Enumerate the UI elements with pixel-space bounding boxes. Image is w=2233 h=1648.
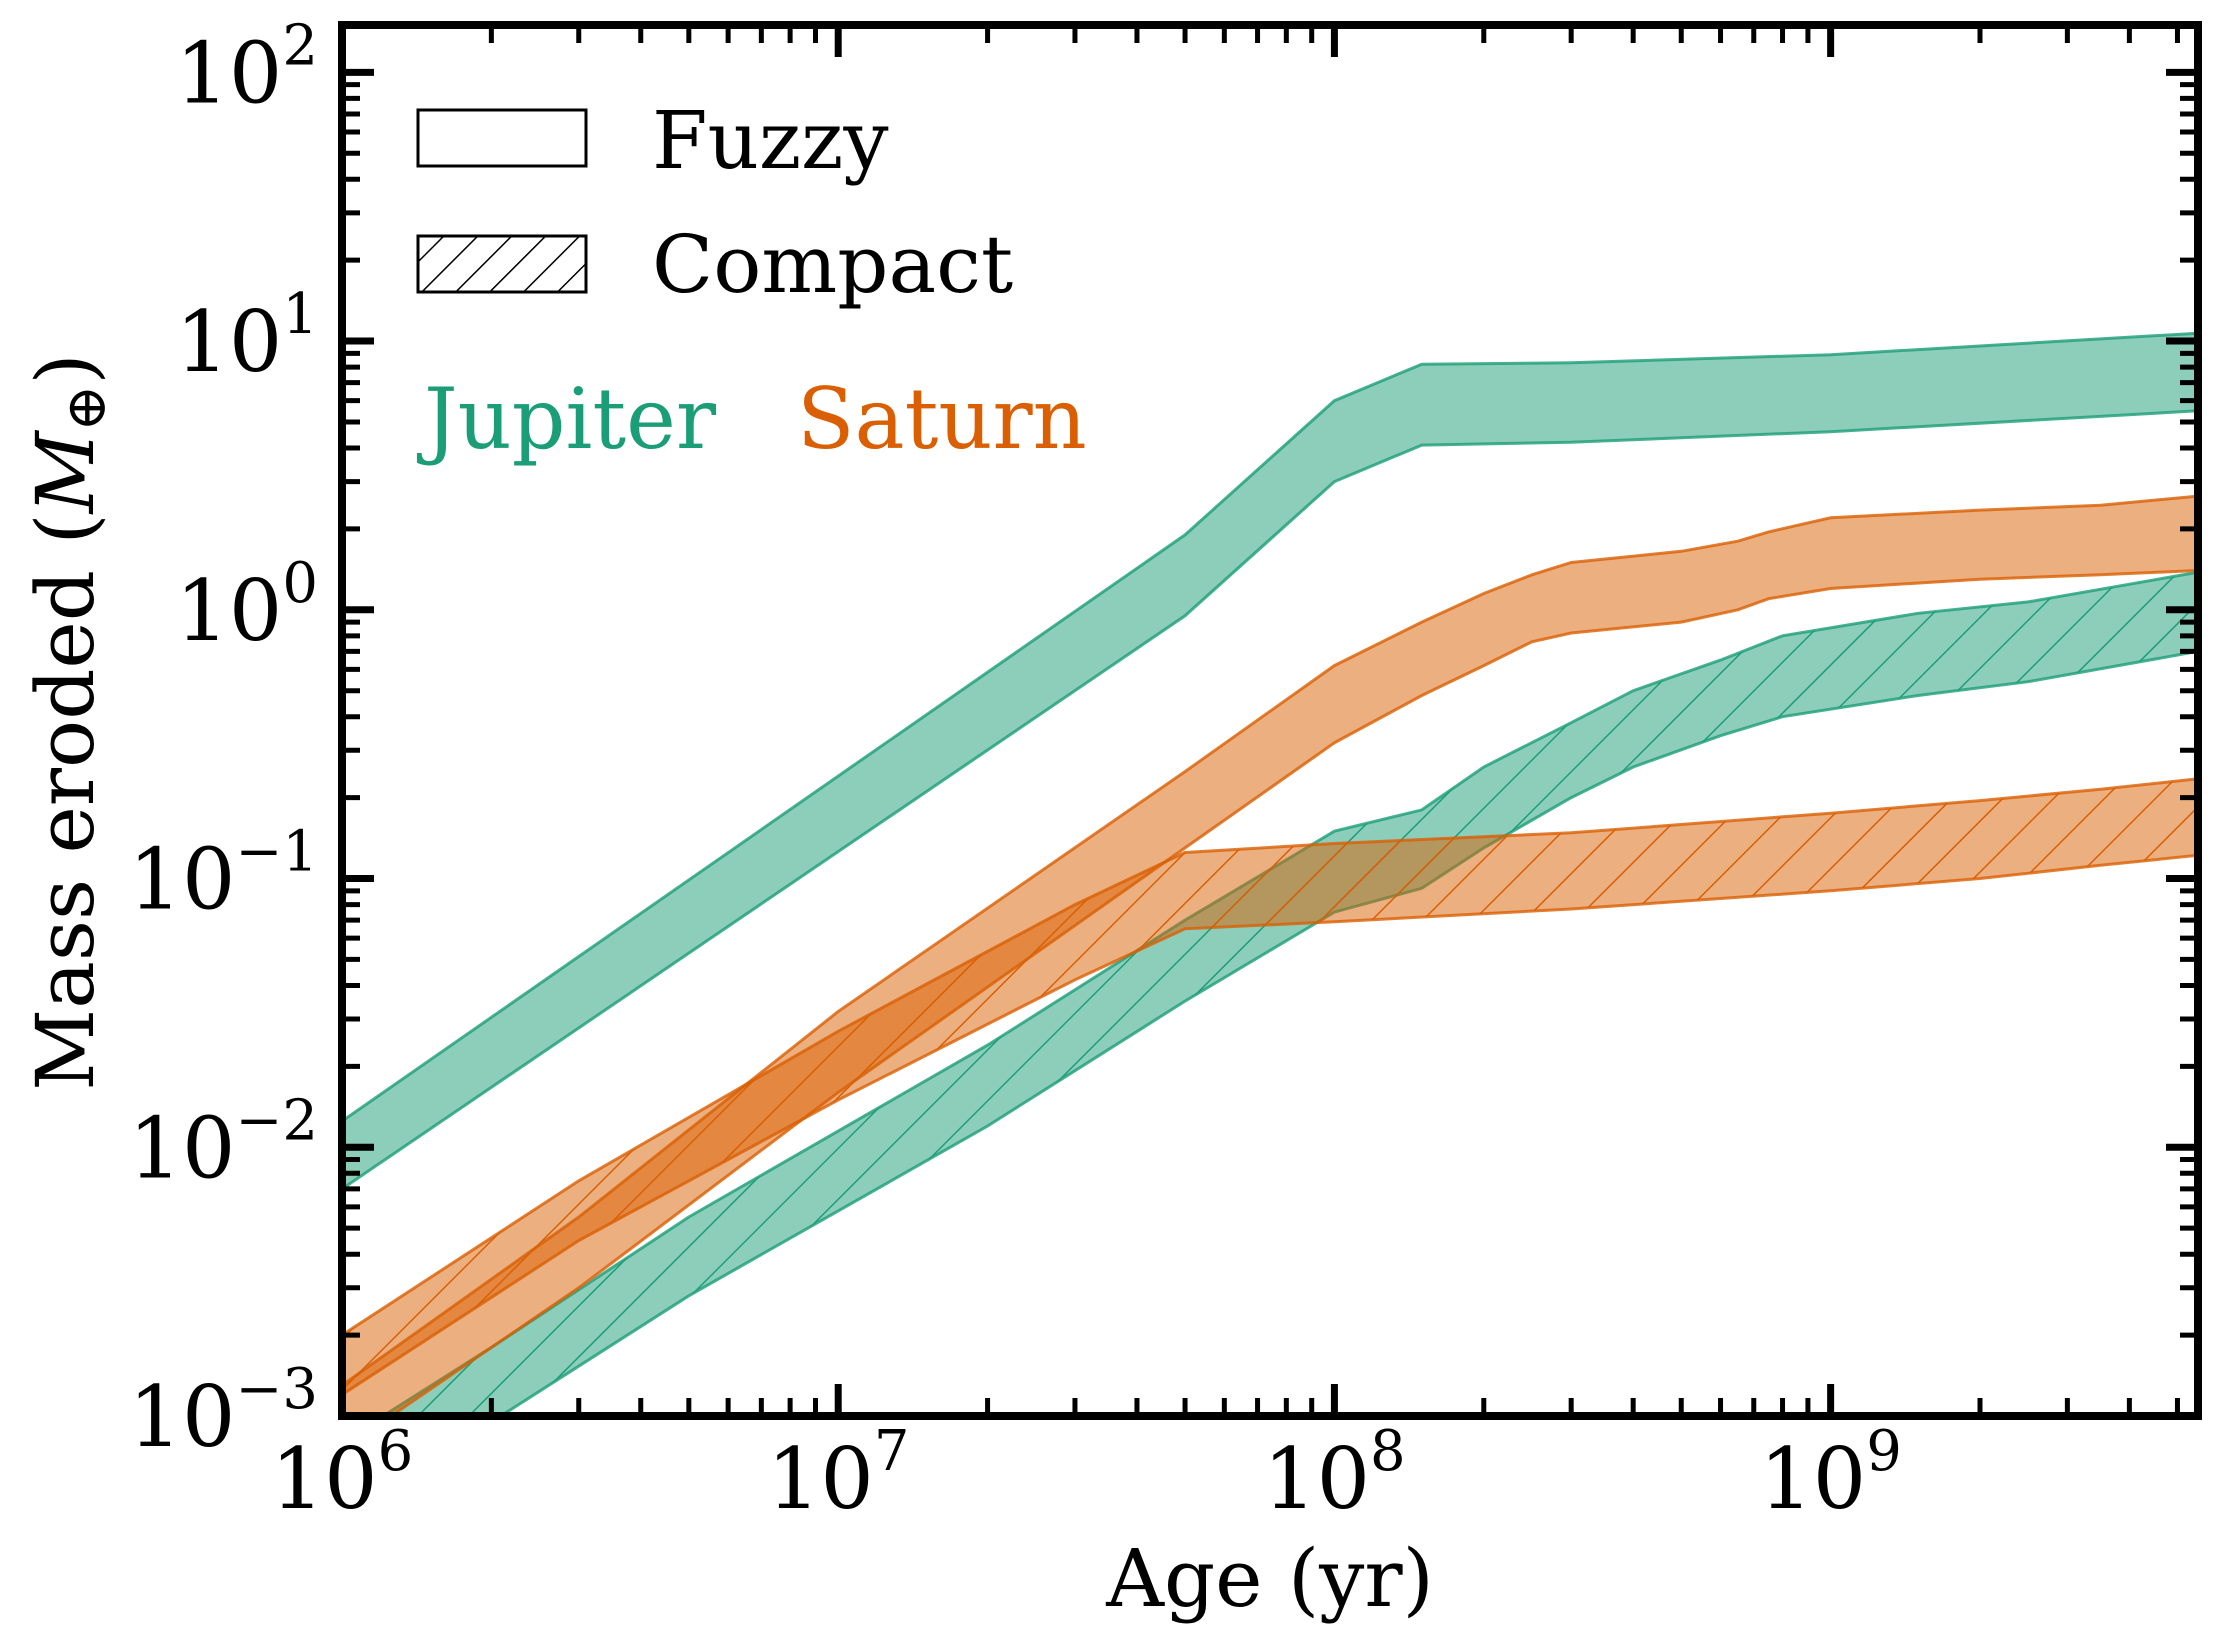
x-tick-label: 109 (1759, 1419, 1902, 1528)
y-axis-title-subscript: ⊕ (54, 385, 119, 432)
band-hatch-saturn (342, 778, 2198, 1395)
y-axis-title: Mass eroded (M⊕) (19, 353, 119, 1090)
x-tick-label: 108 (1263, 1419, 1406, 1528)
legend-label-fuzzy: Fuzzy (652, 94, 889, 187)
band-hatch-jupiter (383, 572, 2198, 1416)
band-saturn-fuzzy (342, 494, 2198, 1416)
y-tick-label: 10−1 (129, 820, 318, 929)
planet-label-jupiter: Jupiter (416, 370, 717, 468)
y-axis-title-close: ) (19, 353, 112, 384)
y-tick-labels: 10−3 10−2 10−1 100 101 102 (129, 13, 318, 1466)
x-tick-label: 106 (271, 1419, 414, 1528)
legend-label-compact: Compact (652, 218, 1013, 311)
legend-swatch-compact (416, 234, 588, 294)
x-axis-title: Age (yr) (1105, 1532, 1434, 1625)
plot-frame (338, 21, 2202, 1420)
y-tick-label: 102 (175, 13, 318, 122)
y-tick-label: 101 (175, 282, 318, 391)
planet-label-saturn: Saturn (797, 370, 1087, 468)
y-tick-label: 10−2 (129, 1088, 318, 1197)
x-tick-label: 107 (767, 1419, 910, 1528)
y-tick-label: 100 (175, 551, 318, 660)
band-jupiter-fuzzy (342, 331, 2198, 1191)
legend-swatch-fuzzy (416, 108, 588, 168)
y-axis-title-symbol: M (19, 429, 112, 515)
y-tick-label: 10−3 (129, 1357, 318, 1466)
x-tick-labels: 106 107 108 109 (271, 1419, 1902, 1528)
y-axis-title-main: Mass eroded ( (19, 513, 112, 1090)
series-bands (342, 331, 2198, 1416)
legend: Fuzzy Compact (416, 94, 1013, 311)
